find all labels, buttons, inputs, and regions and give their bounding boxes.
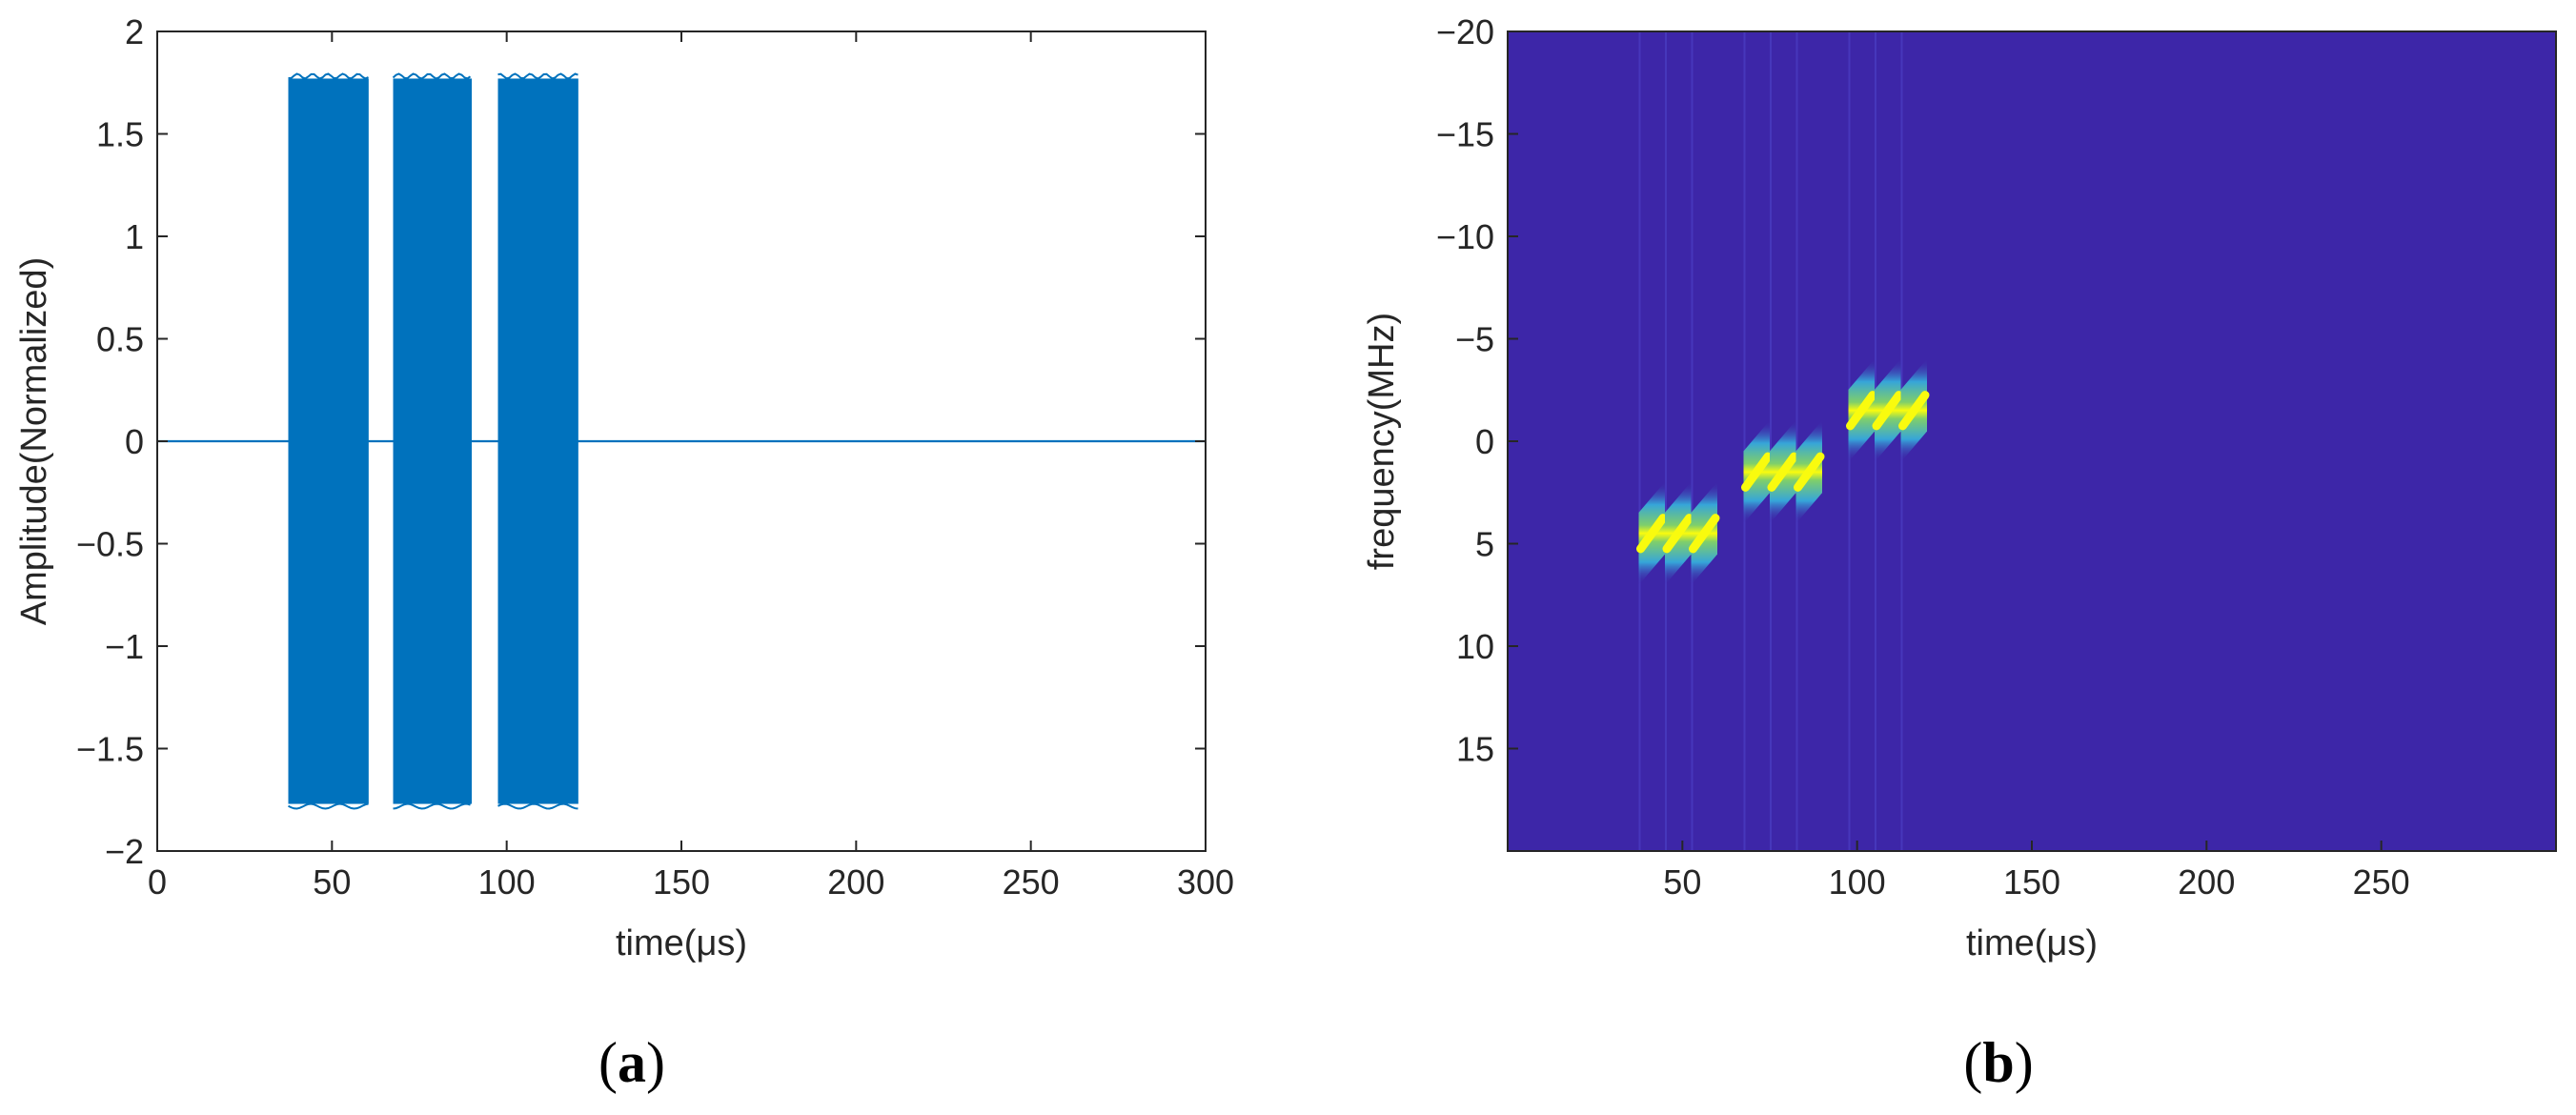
- chirp-segment-9: [1898, 31, 1930, 851]
- x-tick-label-b: 150: [2003, 862, 2060, 902]
- chirp-core: [1767, 452, 1798, 492]
- x-tick-label-a: 0: [148, 862, 167, 902]
- chirp-core: [1741, 452, 1773, 492]
- chirp-core: [1898, 391, 1930, 431]
- y-tick-label-b: 15: [1456, 730, 1494, 769]
- y-tick-label-b: 10: [1456, 627, 1494, 666]
- y-tick-label-a: 2: [125, 12, 144, 51]
- x-tick-label-b: 50: [1663, 862, 1701, 902]
- chirp-core: [1872, 391, 1903, 431]
- x-axis-label-b: time(μs): [1966, 923, 2098, 963]
- chart-b: 50 100 150 200 250 −20 −15 −10 −5 0 5 10 15 time(μs)…: [1362, 12, 2557, 963]
- axes-a: 0 50 100 150 200 250 300 2 1.5 1 0.5 0 −0.5 −1 −1.5 −2: [76, 12, 1234, 902]
- y-tick-label-b: −5: [1455, 320, 1494, 359]
- x-tick-label-a: 100: [478, 862, 536, 902]
- chirp-segment-5: [1767, 31, 1798, 851]
- pulse-1: [288, 72, 369, 810]
- chart-a: 0 50 100 150 200 250 30021.510.50−0.5−1−1.5−2 …: [14, 12, 1234, 963]
- y-tick-label-a: 0.5: [96, 320, 144, 359]
- x-tick-label-a: 50: [313, 862, 351, 902]
- y-tick-label-a: −2: [105, 832, 144, 871]
- chirp-segment-6: [1794, 31, 1825, 851]
- chirp-core: [1689, 514, 1720, 554]
- pulse-bottom-edge: [393, 802, 471, 810]
- y-tick-label-a: 1.5: [96, 115, 144, 154]
- chirp-segment-8: [1872, 31, 1903, 851]
- caption-b: (b): [1963, 1031, 2033, 1094]
- x-tick-label-b: 100: [1829, 862, 1886, 902]
- chirp-core: [1794, 452, 1825, 492]
- pulse-top-edge: [392, 72, 472, 80]
- pulse-3: [497, 72, 578, 810]
- pulse-bottom-edge: [288, 802, 369, 810]
- x-axis-label-a: time(μs): [616, 923, 747, 963]
- y-tick-label-a: 1: [125, 217, 144, 256]
- x-tick-label-a: 200: [827, 862, 884, 902]
- y-tick-label-b: −10: [1436, 217, 1494, 256]
- y-tick-label-b: −20: [1436, 12, 1494, 51]
- pulse-top-edge: [497, 72, 578, 80]
- pulse-top-edge: [288, 72, 369, 80]
- y-tick-label-a: −1: [105, 627, 144, 666]
- chirp-segment-4: [1741, 31, 1773, 851]
- y-tick-label-a: −0.5: [76, 525, 144, 564]
- chirp-core: [1846, 391, 1877, 431]
- axes-b: 50 100 150 200 250 −20 −15 −10 −5 0 5 10 15: [1436, 12, 2557, 902]
- chirp-core: [1662, 514, 1694, 554]
- chirp-segment-3: [1689, 31, 1720, 851]
- signal-series: [157, 72, 1206, 810]
- chirp-segment-2: [1662, 31, 1694, 851]
- spectrogram-series: [1636, 31, 1930, 851]
- pulse-block: [393, 78, 472, 804]
- pulse-block: [288, 78, 369, 804]
- y-axis-label-a: Amplitude(Normalized): [14, 257, 54, 625]
- chirp-segment-1: [1636, 31, 1668, 851]
- x-tick-label-a: 150: [653, 862, 710, 902]
- y-axis-label-b: frequency(MHz): [1362, 313, 1402, 570]
- x-tick-label-b: 250: [2353, 862, 2410, 902]
- caption-a: (a): [598, 1031, 665, 1094]
- y-tick-label-a: −1.5: [76, 730, 144, 769]
- y-tick-label-b: 5: [1475, 525, 1494, 564]
- y-tick-label-b: −15: [1436, 115, 1494, 154]
- pulse-block: [497, 78, 578, 804]
- pulse-bottom-edge: [497, 802, 578, 810]
- y-tick-label-a: 0: [125, 422, 144, 461]
- x-tick-label-a: 300: [1177, 862, 1234, 902]
- chirp-segment-7: [1846, 31, 1877, 851]
- y-tick-label-b: 0: [1475, 422, 1494, 461]
- chirp-core: [1636, 514, 1668, 554]
- pulse-2: [392, 72, 472, 810]
- spectrogram-background: [1508, 31, 2556, 851]
- x-tick-label-a: 250: [1003, 862, 1060, 902]
- x-tick-label-b: 200: [2178, 862, 2235, 902]
